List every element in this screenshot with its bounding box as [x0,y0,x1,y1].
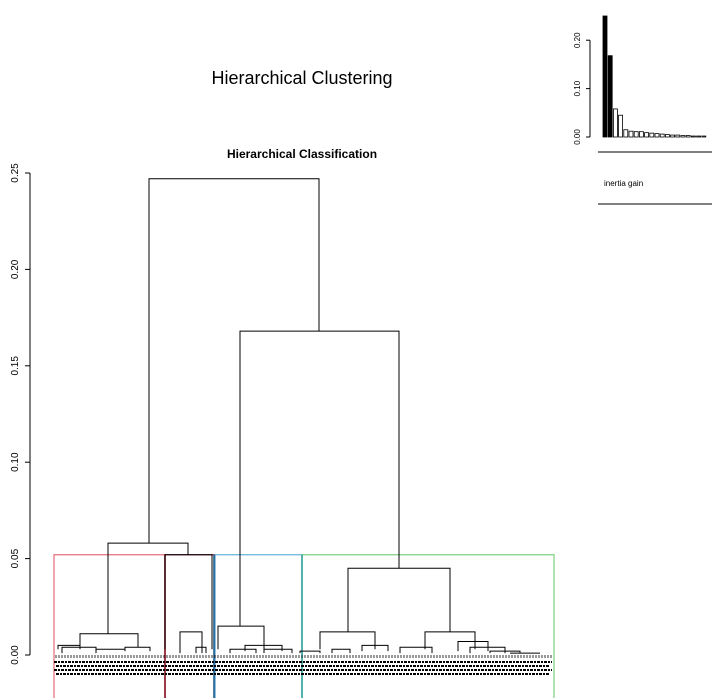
sub-merge-8 [244,644,283,652]
inset-tick-label-0: 0.00 [573,129,582,145]
dendrogram-title: Hierarchical Classification [227,147,377,161]
merge-left [107,542,189,634]
inset-tick-label-1: 0.10 [573,80,582,96]
inset-bar-2 [613,108,618,138]
y-tick-label-5: 0.25 [10,163,21,183]
sub-merge-10 [263,648,293,654]
sub-merge-1 [79,633,139,648]
y-tick-label-3: 0.15 [10,356,21,376]
sub-merge-4 [124,646,151,652]
inset-bar-13 [670,134,675,138]
inset-bar-18 [696,135,701,138]
inset-bar-6 [633,131,639,138]
cluster-boxes [53,554,555,698]
inset-bar-14 [675,134,681,138]
inset-bar-10 [654,133,660,138]
sub-merge-14 [399,646,433,654]
y-tick-label-2: 0.10 [10,452,21,472]
sub-merge-3 [95,648,126,652]
inset-bar-12 [665,134,670,138]
inset-bar-1 [607,55,613,138]
merge-right [239,330,400,627]
sub-merge-15 [424,631,476,650]
inset-bar-9 [649,132,655,138]
cluster-box-3 [301,554,555,698]
cluster-box-0 [53,554,166,698]
sub-merge-17 [469,646,506,654]
y-tick-label-4: 0.20 [10,259,21,279]
inset-bar-16 [685,135,691,138]
merge-left-inner [164,554,213,650]
dendrogram-y-axis: 0.00 0.05 0.10 0.15 0.20 0.25 [10,163,31,665]
sub-merge-2 [61,646,97,654]
cluster-box-1 [164,554,216,698]
inset-bar-8 [644,132,649,138]
page-title: Hierarchical Clustering [211,68,392,88]
sub-merge-16 [457,641,489,652]
inset-y-axis: 0.00 0.10 0.20 [573,32,591,145]
sub-merge-5 [179,631,203,654]
sub-merge-19 [299,650,321,654]
sub-merge-13 [331,648,351,654]
inset-bar-15 [680,135,686,138]
inset-tick-label-2: 0.20 [573,32,582,48]
merge-root [148,178,320,544]
sub-merge-7 [217,625,265,650]
y-tick-label-1: 0.05 [10,548,21,568]
sub-merge-12 [361,644,389,652]
inset-bar-11 [659,133,665,138]
inset-bar-3 [618,114,623,138]
y-tick-label-0: 0.00 [10,645,21,665]
inset-bar-19 [701,135,707,138]
sub-merge-9 [229,648,257,654]
merge-far-right [347,567,451,632]
dendrogram-tree [57,178,540,654]
inset-xlabel: inertia gain [604,179,643,188]
inset-bar-7 [639,131,644,138]
inset-bar-0 [602,15,608,138]
inset-bars [602,15,707,138]
inset-bar-5 [628,130,634,138]
inertia-gain-inset: 0.00 0.10 0.20 inertia gain [573,15,712,205]
dendrogram-leaves [54,655,552,675]
inset-bar-4 [623,129,629,138]
sub-merge-11 [319,631,376,650]
sub-merge-18 [489,650,521,654]
sub-merge-6 [195,646,207,654]
inset-bar-17 [691,135,696,138]
